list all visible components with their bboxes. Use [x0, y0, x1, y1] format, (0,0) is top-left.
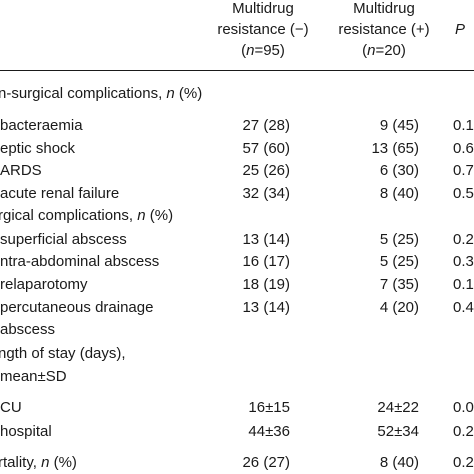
header-col2-n: (n=20): [362, 42, 406, 59]
row-label: ngth of stay (days),: [0, 345, 126, 362]
row-label: acute renal failure: [0, 185, 120, 202]
row-label: superficial abscess: [0, 231, 127, 248]
cell-c2: 9 (45): [379, 117, 419, 134]
header-rule: [0, 70, 474, 71]
row-label: percutaneous drainage: [0, 299, 154, 316]
row-label: rgical complications, n (%): [0, 207, 174, 224]
table-row: rtality, n (%) 26 (27) 8 (40) 0.2: [0, 452, 474, 474]
header-col1-line1: Multidrug: [232, 0, 294, 17]
cell-c3: 0.6: [453, 140, 474, 157]
row-label: mean±SD: [0, 368, 67, 385]
table-row: acute renal failure 32 (34) 8 (40) 0.5: [0, 183, 474, 205]
cell-c2: 13 (65): [371, 140, 419, 157]
cell-c3: 0.1: [453, 276, 474, 293]
cell-c1: 18 (19): [242, 276, 290, 293]
table-row: superficial abscess 13 (14) 5 (25) 0.2: [0, 229, 474, 251]
row-label: CU: [0, 399, 22, 416]
table-row: percutaneous drainage 13 (14) 4 (20) 0.4: [0, 297, 474, 319]
header-col2-line2: resistance (+): [338, 21, 430, 38]
row-label: bacteraemia: [0, 117, 83, 134]
cell-c3: 0.5: [453, 185, 474, 202]
row-label: eptic shock: [0, 140, 76, 157]
table-row: relaparotomy 18 (19) 7 (35) 0.1: [0, 274, 474, 296]
cell-c2: 5 (25): [379, 231, 419, 248]
cell-c3: 0.7: [453, 162, 474, 179]
table-row: ntra-abdominal abscess 16 (17) 5 (25) 0.3: [0, 251, 474, 273]
cell-c1: 32 (34): [242, 185, 290, 202]
table-row: eptic shock 57 (60) 13 (65) 0.6: [0, 138, 474, 160]
row-label: abscess: [0, 321, 56, 338]
cell-c3: 0.2: [453, 423, 474, 440]
cell-c1: 13 (14): [242, 299, 290, 316]
row-label: n-surgical complications, n (%): [0, 85, 203, 102]
cell-c2: 7 (35): [379, 276, 419, 293]
row-label: relaparotomy: [0, 276, 88, 293]
header-col1: Multidrug resistance (−) (n=95): [200, 0, 326, 61]
header-col2-line1: Multidrug: [353, 0, 415, 17]
row-label: ntra-abdominal abscess: [0, 253, 160, 270]
cell-c2: 8 (40): [379, 185, 419, 202]
row-label: ARDS: [0, 162, 42, 179]
cell-c1: 25 (26): [242, 162, 290, 179]
row-label: rtality, n (%): [0, 454, 77, 471]
cell-c3: 0.2: [453, 231, 474, 248]
header-col3-p: P: [455, 21, 466, 38]
cell-c2: 5 (25): [379, 253, 419, 270]
cell-c1: 26 (27): [242, 454, 290, 471]
table-row: mean±SD: [0, 366, 474, 388]
cell-c2: 52±34: [377, 423, 419, 440]
cell-c3: 0.0: [453, 399, 474, 416]
table-row: ngth of stay (days),: [0, 343, 474, 365]
cell-c1: 27 (28): [242, 117, 290, 134]
cell-c1: 16 (17): [242, 253, 290, 270]
header-col1-line2: resistance (−): [217, 21, 309, 38]
cell-c2: 4 (20): [379, 299, 419, 316]
table-row: n-surgical complications, n (%): [0, 83, 474, 105]
table-row: hospital 44±36 52±34 0.2: [0, 421, 474, 443]
table-row: rgical complications, n (%): [0, 205, 474, 227]
header-col2: Multidrug resistance (+) (n=20): [325, 0, 443, 61]
cell-c3: 0.1: [453, 117, 474, 134]
cell-c1: 57 (60): [242, 140, 290, 157]
row-label: hospital: [0, 423, 52, 440]
header-col3: P: [455, 19, 474, 40]
cell-c1: 13 (14): [242, 231, 290, 248]
cell-c2: 6 (30): [379, 162, 419, 179]
cell-c1: 16±15: [248, 399, 290, 416]
cell-c2: 8 (40): [379, 454, 419, 471]
cell-c3: 0.2: [453, 454, 474, 471]
table-row: ARDS 25 (26) 6 (30) 0.7: [0, 160, 474, 182]
cell-c1: 44±36: [248, 423, 290, 440]
cell-c3: 0.3: [453, 253, 474, 270]
header-col1-n: (n=95): [241, 42, 285, 59]
table-row: abscess: [0, 319, 474, 341]
table-row: bacteraemia 27 (28) 9 (45) 0.1: [0, 115, 474, 137]
cell-c3: 0.4: [453, 299, 474, 316]
table-row: CU 16±15 24±22 0.0: [0, 397, 474, 419]
cell-c2: 24±22: [377, 399, 419, 416]
